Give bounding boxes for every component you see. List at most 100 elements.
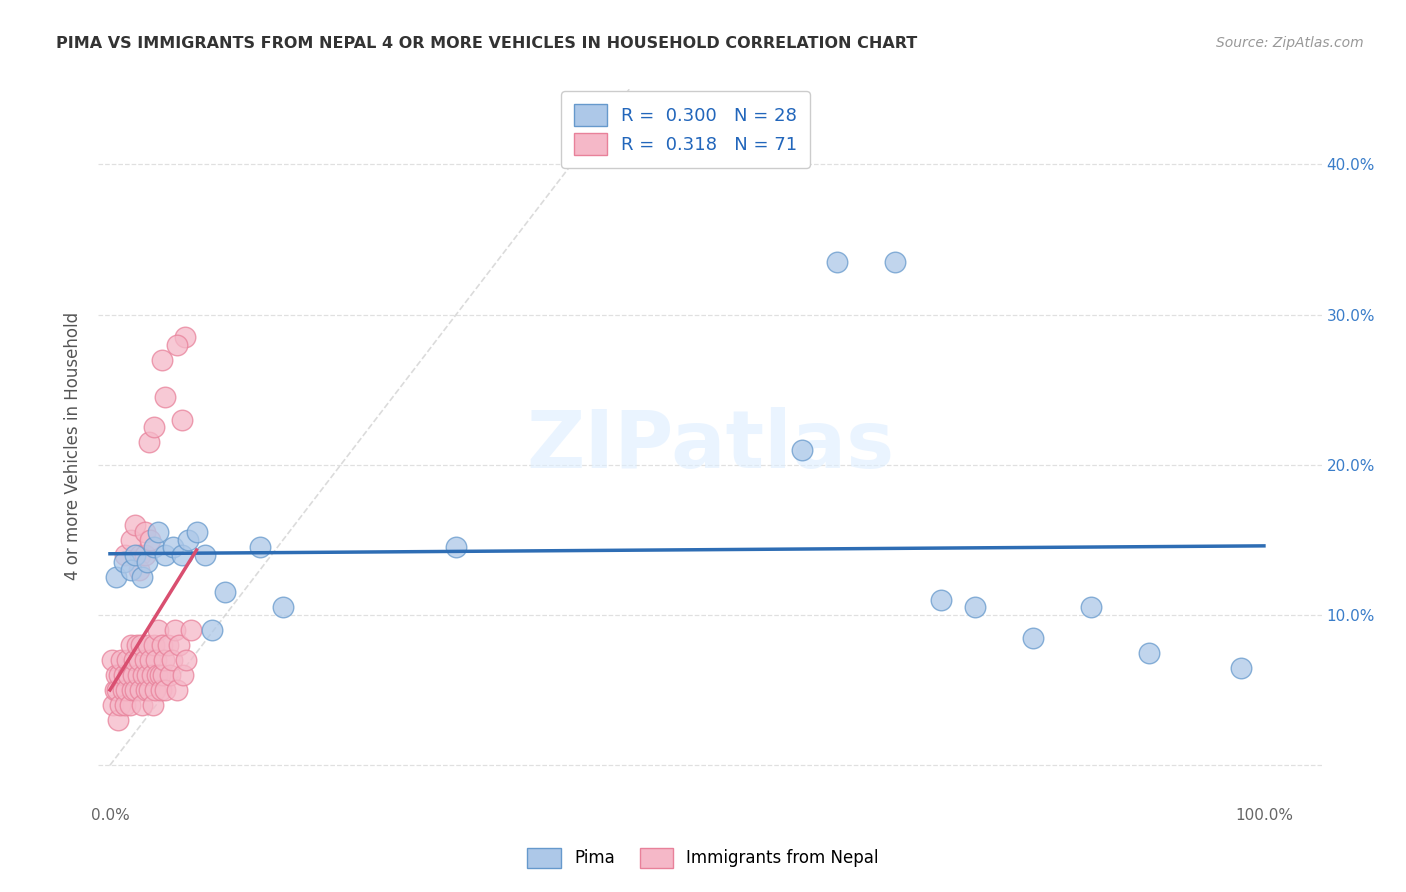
Point [172, 668, 194, 682]
Point [120, 533, 142, 547]
Point [155, 548, 177, 562]
Point [444, 541, 467, 555]
Point [153, 653, 176, 667]
Point [132, 668, 155, 682]
Point [131, 698, 153, 713]
Point [146, 668, 169, 682]
Point [186, 525, 208, 540]
Point [139, 533, 162, 547]
Point [108, 668, 131, 682]
Point [170, 413, 193, 427]
Point [149, 683, 172, 698]
Point [125, 638, 148, 652]
Point [142, 698, 165, 713]
Legend: Pima, Immigrants from Nepal: Pima, Immigrants from Nepal [520, 841, 886, 875]
Point [118, 698, 141, 713]
Point [271, 600, 294, 615]
Point [174, 653, 197, 667]
Point [155, 683, 177, 698]
Point [148, 525, 170, 540]
Point [148, 623, 170, 637]
Point [135, 556, 157, 570]
Point [139, 653, 162, 667]
Point [174, 330, 197, 344]
Point [929, 593, 952, 607]
Point [177, 533, 200, 547]
Point [163, 623, 186, 637]
Text: PIMA VS IMMIGRANTS FROM NEPAL 4 OR MORE VEHICLES IN HOUSEHOLD CORRELATION CHART: PIMA VS IMMIGRANTS FROM NEPAL 4 OR MORE … [56, 36, 918, 51]
Point [120, 638, 142, 652]
Point [105, 683, 128, 698]
Point [136, 638, 159, 652]
Point [128, 653, 150, 667]
Point [143, 683, 166, 698]
Text: Source: ZipAtlas.com: Source: ZipAtlas.com [1216, 36, 1364, 50]
Point [112, 556, 135, 570]
Point [1137, 646, 1160, 660]
Point [142, 420, 165, 434]
Point [162, 653, 184, 667]
Point [135, 683, 157, 698]
Point [1080, 600, 1102, 615]
Point [166, 337, 188, 351]
Point [110, 698, 132, 713]
Point [145, 653, 167, 667]
Text: ZIPatlas: ZIPatlas [526, 407, 894, 485]
Point [103, 698, 125, 713]
Point [127, 668, 149, 682]
Point [159, 668, 181, 682]
Point [1230, 660, 1253, 674]
Point [200, 623, 222, 637]
Point [134, 653, 156, 667]
Point [194, 548, 217, 562]
Point [138, 435, 160, 450]
Point [104, 668, 127, 682]
Point [166, 683, 188, 698]
Point [117, 668, 139, 682]
Point [101, 653, 124, 667]
Point [152, 668, 174, 682]
Point [249, 541, 271, 555]
Point [825, 255, 848, 269]
Point [112, 668, 135, 682]
Point [135, 668, 157, 682]
Point [141, 668, 163, 682]
Point [114, 698, 136, 713]
Point [1022, 631, 1045, 645]
Point [138, 683, 160, 698]
Point [150, 638, 173, 652]
Point [129, 683, 152, 698]
Point [124, 683, 146, 698]
Point [792, 442, 814, 457]
Point [114, 548, 136, 562]
Point [965, 600, 987, 615]
Point [103, 683, 125, 698]
Point [155, 390, 177, 404]
Point [110, 653, 132, 667]
Point [104, 570, 127, 584]
Point [162, 541, 184, 555]
Point [149, 668, 172, 682]
Point [180, 623, 202, 637]
Point [128, 563, 150, 577]
Point [214, 585, 236, 599]
Point [120, 563, 142, 577]
Point [107, 713, 129, 727]
Point [129, 548, 152, 562]
Point [150, 352, 173, 367]
Point [122, 668, 145, 682]
Point [167, 638, 190, 652]
Point [142, 541, 165, 555]
Legend: R =  0.300   N = 28, R =  0.318   N = 71: R = 0.300 N = 28, R = 0.318 N = 71 [561, 91, 810, 168]
Point [122, 653, 145, 667]
Point [124, 517, 146, 532]
Point [883, 255, 905, 269]
Point [142, 638, 165, 652]
Point [111, 683, 134, 698]
Point [115, 683, 138, 698]
Point [156, 638, 179, 652]
Point [170, 548, 193, 562]
Y-axis label: 4 or more Vehicles in Household: 4 or more Vehicles in Household [65, 312, 83, 580]
Point [129, 638, 152, 652]
Point [131, 570, 153, 584]
